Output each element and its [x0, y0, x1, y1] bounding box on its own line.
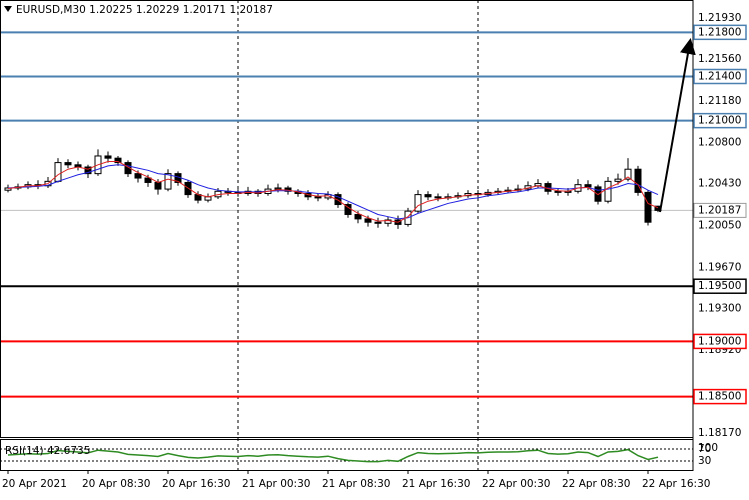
rsi-tick-label: 70 — [698, 443, 711, 455]
candle-body — [584, 184, 592, 188]
current-price-label: 1.20187 — [698, 204, 741, 216]
candle-body — [104, 155, 112, 159]
current-price-box — [693, 202, 747, 218]
candle-body — [334, 194, 342, 206]
moving-average — [7, 160, 659, 223]
ohlc-low: 1.20171 — [183, 4, 226, 16]
y-tick-label: 1.21180 — [698, 95, 741, 107]
candle-body — [64, 162, 72, 166]
candle-body — [164, 173, 172, 190]
candle-body — [634, 168, 642, 193]
rsi-name: RSI(14) — [5, 445, 44, 457]
rsi-frame — [0, 439, 694, 471]
ohlc-open: 1.20225 — [89, 4, 132, 16]
candle-body — [604, 180, 612, 202]
price-level-label: 1.21400 — [698, 70, 741, 82]
candle-body — [84, 166, 92, 175]
price-level-box — [693, 333, 747, 350]
y-tick-label: 1.20800 — [698, 137, 741, 149]
candle-body — [414, 194, 422, 212]
candle-body — [54, 162, 62, 182]
price-level-box — [693, 388, 747, 405]
main-frame — [0, 0, 694, 438]
candle-body — [374, 221, 382, 224]
x-tick-label: 20 Apr 08:30 — [82, 478, 150, 490]
price-level-label: 1.19500 — [698, 280, 741, 292]
candle-body — [314, 196, 322, 199]
price-level-box — [693, 112, 747, 129]
candle-body — [274, 187, 282, 190]
y-tick-label: 1.20430 — [698, 178, 741, 190]
x-tick-label: 21 Apr 08:30 — [322, 478, 390, 490]
x-tick-label: 21 Apr 00:30 — [242, 478, 310, 490]
candle-body — [144, 177, 152, 183]
candle-body — [384, 219, 392, 224]
symbol: EURUSD,M30 — [16, 4, 86, 16]
candle-body — [114, 157, 122, 164]
price-level-label: 1.21800 — [698, 26, 741, 38]
price-level-label: 1.19000 — [698, 335, 741, 347]
header: EURUSD,M30 1.20225 1.20229 1.20171 1.201… — [16, 4, 273, 16]
x-tick-label: 20 Apr 2021 — [2, 478, 67, 490]
x-tick-label: 22 Apr 00:30 — [482, 478, 550, 490]
candle-body — [544, 183, 552, 192]
candle-body — [434, 196, 442, 199]
candle-body — [614, 178, 622, 182]
x-tick-label: 20 Apr 16:30 — [162, 478, 230, 490]
y-tick-label: 1.20050 — [698, 220, 741, 232]
x-tick-label: 22 Apr 08:30 — [562, 478, 630, 490]
candle-body — [364, 218, 372, 223]
rsi-header: RSI(14) 42.6735 — [5, 445, 90, 457]
candle-body — [624, 168, 632, 180]
price-level-label: 1.18500 — [698, 391, 741, 403]
y-tick-label: 1.21930 — [698, 12, 741, 24]
y-tick-label: 1.19300 — [698, 302, 741, 314]
candle-body — [154, 181, 162, 190]
candle-body — [134, 173, 142, 179]
rsi-tick-label: 30 — [698, 455, 711, 467]
candle-body — [554, 190, 562, 193]
menu-icon[interactable] — [4, 6, 12, 12]
price-level-box — [693, 24, 747, 41]
x-tick-label: 21 Apr 16:30 — [402, 478, 470, 490]
candle-body — [354, 213, 362, 220]
y-tick-label: 1.19670 — [698, 261, 741, 273]
y-tick-label: 1.21560 — [698, 53, 741, 65]
price-level-box — [693, 278, 747, 294]
price-level-box — [693, 68, 747, 85]
y-tick-label: 1.18170 — [698, 427, 741, 439]
ohlc-high: 1.20229 — [136, 4, 179, 16]
rsi-value: 42.6735 — [47, 445, 90, 457]
candle-body — [644, 191, 652, 223]
price-level-label: 1.21000 — [698, 115, 741, 127]
arrow — [659, 38, 696, 213]
rsi-line — [7, 448, 659, 463]
ohlc-close: 1.20187 — [229, 4, 272, 16]
rsi-tick-label: 100 — [698, 442, 718, 454]
x-tick-label: 22 Apr 16:30 — [642, 478, 710, 490]
candle-body — [424, 194, 432, 198]
moving-average — [7, 164, 659, 220]
